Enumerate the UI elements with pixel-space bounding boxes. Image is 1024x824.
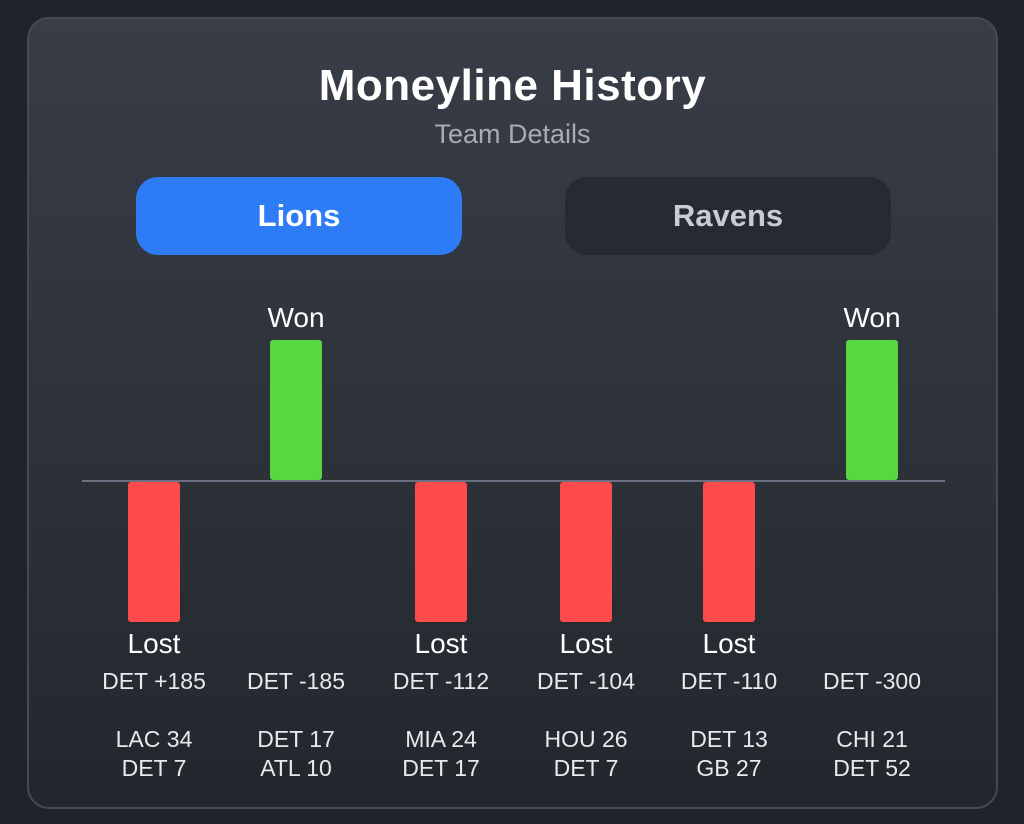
bar-lost-3: [415, 482, 467, 622]
bar-won-2: [270, 340, 322, 480]
score-line-1-3: MIA 24: [405, 726, 477, 752]
odds-label-4: DET -104: [537, 668, 635, 694]
page-subtitle: Team Details: [434, 119, 591, 149]
score-line-1-1: LAC 34: [116, 726, 193, 752]
result-label-6: Won: [843, 302, 900, 333]
score-line-2-6: DET 52: [833, 755, 911, 781]
page-title: Moneyline History: [318, 61, 707, 110]
result-label-3: Lost: [415, 628, 468, 659]
odds-label-1: DET +185: [102, 668, 206, 694]
score-line-1-5: DET 13: [690, 726, 768, 752]
score-line-2-1: DET 7: [122, 755, 187, 781]
score-line-2-3: DET 17: [402, 755, 480, 781]
odds-label-6: DET -300: [823, 668, 921, 694]
result-label-5: Lost: [703, 628, 756, 659]
odds-label-2: DET -185: [247, 668, 345, 694]
bar-won-6: [846, 340, 898, 480]
bar-lost-1: [128, 482, 180, 622]
score-line-1-6: CHI 21: [836, 726, 908, 752]
bar-lost-4: [560, 482, 612, 622]
moneyline-card: Moneyline History Team Details Lions Rav…: [27, 17, 998, 809]
bar-lost-5: [703, 482, 755, 622]
odds-label-3: DET -112: [393, 668, 489, 694]
score-line-1-2: DET 17: [257, 726, 335, 752]
tab-ravens[interactable]: Ravens: [565, 177, 891, 255]
score-line-2-5: GB 27: [696, 755, 761, 781]
odds-label-5: DET -110: [681, 668, 777, 694]
result-label-2: Won: [267, 302, 324, 333]
score-line-1-4: HOU 26: [544, 726, 627, 752]
score-line-2-2: ATL 10: [260, 755, 332, 781]
tab-lions[interactable]: Lions: [136, 177, 462, 255]
result-label-4: Lost: [560, 628, 613, 659]
moneyline-chart: Lost DET +185 LAC 34 DET 7 Won DET -185 DET 17…: [82, 302, 945, 781]
result-label-1: Lost: [128, 628, 181, 659]
score-line-2-4: DET 7: [554, 755, 619, 781]
